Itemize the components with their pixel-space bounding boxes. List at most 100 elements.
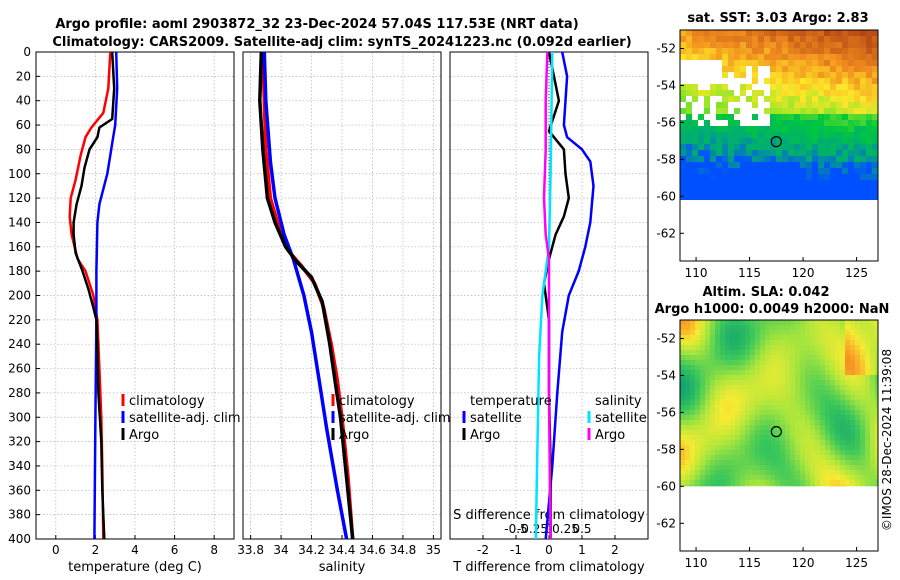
sst-cell <box>806 114 812 120</box>
sla-cell <box>815 355 820 360</box>
sla-cell <box>745 400 750 405</box>
sla-cell <box>740 445 745 450</box>
argo-position-marker <box>770 426 782 438</box>
sla-cell <box>810 465 815 470</box>
sst-cell <box>680 162 686 168</box>
sla-cell <box>815 360 820 365</box>
sst-cell <box>824 150 830 156</box>
sla-cell <box>690 320 695 325</box>
sla-cell <box>710 480 715 485</box>
sla-cell <box>690 475 695 480</box>
sst-cell <box>812 78 818 84</box>
sst-cell <box>836 162 842 168</box>
sla-cell <box>810 360 815 365</box>
sla-cell <box>870 405 875 410</box>
sla-cell <box>800 460 805 465</box>
sla-cell <box>755 350 760 355</box>
sla-cell <box>735 415 740 420</box>
sla-cell <box>865 485 870 487</box>
sla-cell <box>850 365 855 370</box>
y-tick-label: 280 <box>8 386 31 400</box>
sla-cell <box>875 445 878 450</box>
sst-cell <box>734 126 740 132</box>
sla-cell <box>770 485 775 487</box>
sla-cell <box>720 445 725 450</box>
sst-cell <box>692 198 698 201</box>
sst-cell <box>716 174 722 180</box>
sst-cell <box>794 126 800 132</box>
sla-cell <box>835 415 840 420</box>
sst-cell <box>854 132 860 138</box>
sla-cell <box>805 470 810 475</box>
sla-cell <box>715 395 720 400</box>
sla-cell <box>825 425 830 430</box>
sst-cell <box>764 126 770 132</box>
sst-cell <box>824 36 830 42</box>
sla-cell <box>685 330 690 335</box>
sla-cell <box>780 360 785 365</box>
sla-cell <box>785 385 790 390</box>
sst-cell <box>734 168 740 174</box>
sla-cell <box>875 375 878 380</box>
sst-cell <box>710 48 716 54</box>
sla-cell <box>875 355 878 360</box>
sla-cell <box>835 465 840 470</box>
sst-cell <box>680 198 686 201</box>
sst-cell <box>860 84 866 90</box>
sla-cell <box>860 465 865 470</box>
sla-cell <box>820 480 825 485</box>
sla-cell <box>815 340 820 345</box>
sla-cell <box>865 360 870 365</box>
sla-cell <box>825 410 830 415</box>
sla-cell <box>865 385 870 390</box>
y-tick-label: 220 <box>8 313 31 327</box>
sla-cell <box>735 375 740 380</box>
sst-cell <box>842 156 848 162</box>
sst-cell <box>734 132 740 138</box>
sst-cell <box>836 72 842 78</box>
sst-cell <box>854 84 860 90</box>
sst-cell <box>770 54 776 60</box>
sla-cell <box>835 410 840 415</box>
sst-cell <box>788 132 794 138</box>
sst-cell <box>722 54 728 60</box>
sla-cell <box>740 485 745 487</box>
sla-cell <box>855 475 860 480</box>
sst-cell <box>806 54 812 60</box>
sst-cell <box>794 30 800 36</box>
x-tick-label: -1 <box>510 543 522 557</box>
sst-cell <box>818 66 824 72</box>
sla-cell <box>750 415 755 420</box>
sla-cell <box>710 425 715 430</box>
sla-cell <box>685 345 690 350</box>
figure-title-line1: Argo profile: aoml 2903872_32 23-Dec-202… <box>55 17 578 32</box>
sst-cell <box>842 186 848 192</box>
sla-cell <box>770 330 775 335</box>
sla-cell <box>720 385 725 390</box>
sst-cell <box>728 144 734 150</box>
sla-cell <box>725 445 730 450</box>
sst-cell <box>860 108 866 114</box>
sla-cell <box>855 460 860 465</box>
sst-cell <box>794 138 800 144</box>
sst-cell <box>782 168 788 174</box>
sla-cell <box>715 410 720 415</box>
sst-cell <box>836 156 842 162</box>
sst-cell <box>812 84 818 90</box>
sst-cell <box>692 138 698 144</box>
sla-cell <box>780 445 785 450</box>
sla-cell <box>745 480 750 485</box>
sst-cell <box>740 198 746 201</box>
sla-cell <box>690 415 695 420</box>
map-y-tick-label: -56 <box>656 115 676 129</box>
sst-cell <box>704 30 710 36</box>
sst-cell <box>770 186 776 192</box>
sla-cell <box>730 485 735 487</box>
sla-cell <box>795 320 800 325</box>
sla-cell <box>845 425 850 430</box>
sst-cell <box>824 66 830 72</box>
sst-cell <box>860 192 866 198</box>
sst-cell <box>854 198 860 201</box>
sst-cell <box>854 144 860 150</box>
sla-cell <box>695 425 700 430</box>
